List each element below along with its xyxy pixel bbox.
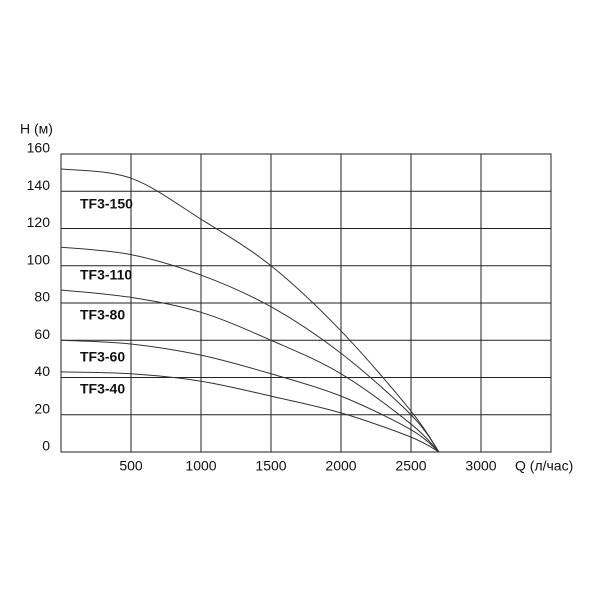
y-tick-label: 60 <box>34 326 50 342</box>
series-label: TF3-40 <box>80 381 125 397</box>
x-tick-label: 3000 <box>465 458 496 474</box>
curve <box>60 289 440 453</box>
curve <box>60 371 440 453</box>
curve <box>60 246 440 453</box>
y-axis-label: H (м) <box>20 121 53 137</box>
x-tick-label: 1500 <box>255 458 286 474</box>
curve <box>60 168 440 453</box>
y-tick-label: 140 <box>27 177 51 193</box>
x-tick-label: 500 <box>119 458 143 474</box>
y-tick-label: 120 <box>27 214 51 230</box>
series-label: TF3-110 <box>80 267 132 283</box>
y-tick-label: 20 <box>34 400 50 416</box>
x-tick-label: 2000 <box>325 458 356 474</box>
y-tick-label: 40 <box>34 363 50 379</box>
y-tick-label: 100 <box>27 251 51 267</box>
series-label: TF3-60 <box>80 349 125 365</box>
curve <box>60 339 440 453</box>
x-axis-label: Q (л/час) <box>515 458 573 474</box>
y-tick-label: 80 <box>34 289 50 305</box>
x-tick-label: 1000 <box>185 458 216 474</box>
series-label: TF3-150 <box>80 196 133 212</box>
x-tick-label: 2500 <box>395 458 426 474</box>
series-label: TF3-80 <box>80 307 125 323</box>
y-tick-label: 160 <box>27 140 51 156</box>
y-tick-label: 0 <box>42 438 50 454</box>
